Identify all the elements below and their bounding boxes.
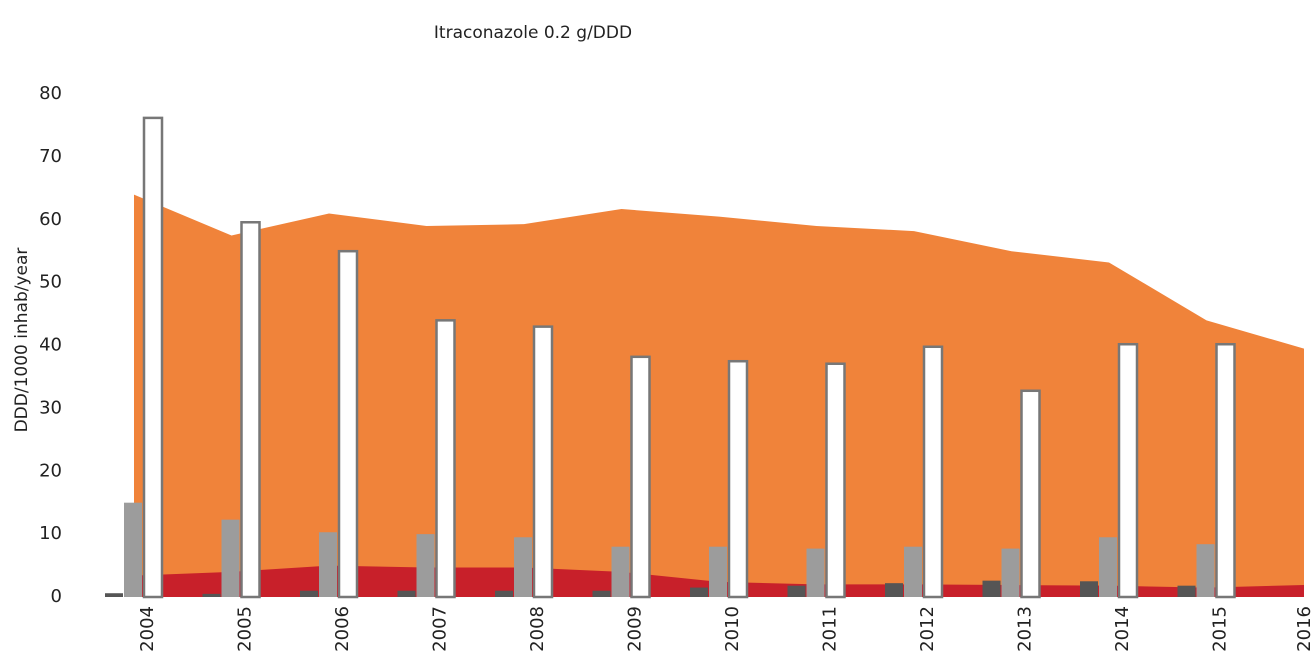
bar — [1099, 537, 1117, 597]
x-tick-label: 2011 — [820, 606, 841, 652]
x-tick-label: 2014 — [1112, 606, 1133, 652]
bar — [495, 590, 513, 597]
bar — [922, 345, 944, 599]
x-tick-label: 2004 — [137, 606, 158, 652]
x-tick-label: 2016 — [1294, 606, 1314, 652]
bar — [1080, 581, 1098, 597]
y-tick-label: 70 — [39, 146, 62, 167]
x-tick-label: 2006 — [332, 606, 353, 652]
x-tick-label: 2005 — [235, 606, 256, 652]
bar — [416, 534, 435, 597]
bar — [1215, 342, 1236, 599]
bar — [825, 362, 846, 599]
x-tick-label: 2007 — [430, 606, 451, 652]
y-tick-label: 10 — [39, 523, 62, 544]
bar — [240, 221, 261, 599]
y-tick-label: 50 — [39, 272, 62, 293]
bar — [319, 532, 337, 597]
bar — [337, 249, 359, 599]
x-tick-label: 2008 — [527, 606, 548, 652]
bar — [1177, 585, 1196, 597]
bar — [202, 593, 221, 597]
bar — [885, 583, 903, 597]
bar — [221, 519, 240, 597]
bar — [630, 355, 651, 599]
bar — [105, 593, 123, 597]
chart-title: Itraconazole 0.2 g/DDD — [434, 23, 632, 43]
bar — [787, 585, 806, 597]
bar — [592, 590, 611, 597]
bar — [1020, 389, 1041, 599]
bar — [690, 587, 708, 597]
bar — [142, 116, 164, 599]
bar — [435, 319, 456, 599]
bar — [1117, 342, 1139, 599]
bar — [514, 537, 532, 597]
x-tick-label: 2013 — [1015, 606, 1036, 652]
bar — [1196, 544, 1215, 597]
x-tick-label: 2012 — [917, 606, 938, 652]
y-tick-label: 30 — [39, 397, 62, 418]
x-tick-label: 2010 — [722, 606, 743, 652]
x-tick-label: 2009 — [625, 606, 646, 652]
area — [134, 194, 1304, 597]
bar — [124, 502, 142, 597]
bar — [709, 546, 727, 597]
bar — [611, 546, 630, 597]
y-tick-label: 80 — [39, 83, 62, 104]
bar — [397, 590, 416, 597]
bar — [300, 590, 318, 597]
y-tick-label: 0 — [51, 586, 62, 607]
bar — [532, 325, 554, 599]
bar — [982, 580, 1001, 597]
bar — [904, 546, 922, 597]
y-tick-label: 60 — [39, 209, 62, 230]
bar — [727, 359, 749, 599]
x-tick-label: 2015 — [1210, 606, 1231, 652]
y-tick-label: 20 — [39, 460, 62, 481]
bar — [806, 548, 825, 597]
y-axis-label: DDD/1000 inhab/year — [12, 248, 32, 433]
bar — [1001, 548, 1020, 597]
y-tick-label: 40 — [39, 335, 62, 356]
